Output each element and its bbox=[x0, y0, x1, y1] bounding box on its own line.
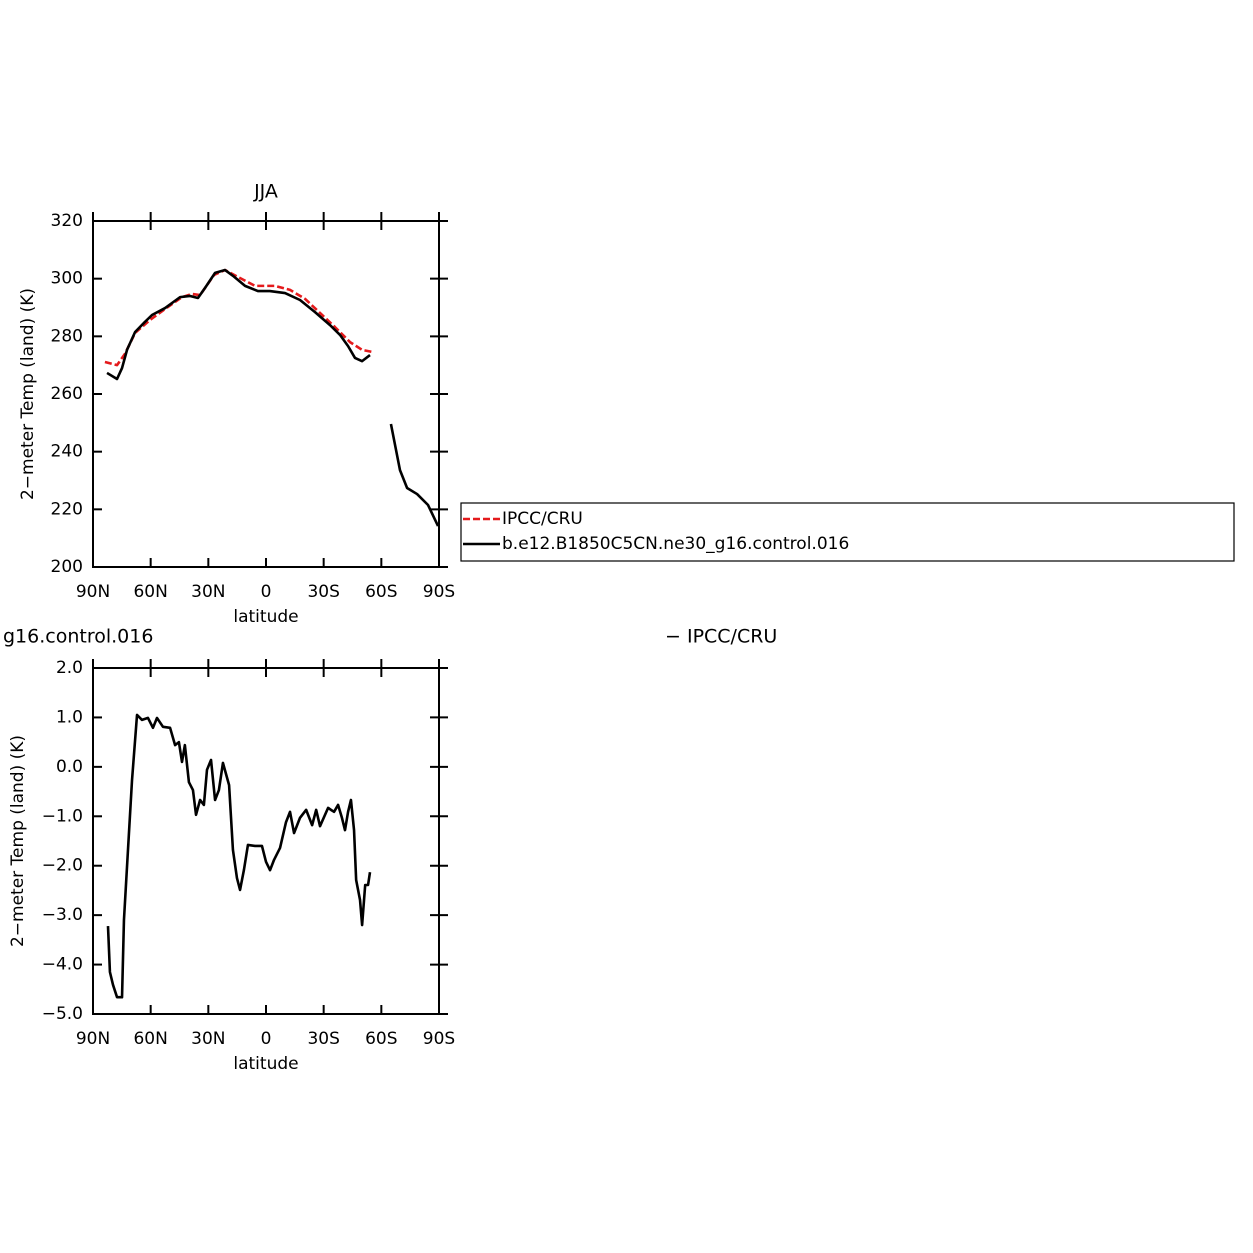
y-tick-label: −5.0 bbox=[42, 1004, 83, 1024]
x-tick-label: 60N bbox=[133, 582, 167, 602]
x-axis-label: latitude bbox=[233, 607, 298, 627]
y-tick-label: 0.0 bbox=[56, 757, 83, 777]
chart-title: − IPCC/CRU bbox=[665, 626, 777, 648]
x-tick-label: 60S bbox=[365, 1029, 397, 1049]
y-tick-label: −4.0 bbox=[42, 955, 83, 975]
y-tick-label: −1.0 bbox=[42, 806, 83, 826]
legend-label: IPCC/CRU bbox=[502, 509, 583, 529]
legend-box bbox=[460, 502, 1235, 562]
y-tick-label: −3.0 bbox=[42, 905, 83, 925]
x-tick-label: 90S bbox=[423, 1029, 455, 1049]
x-tick-label: 0 bbox=[261, 1029, 272, 1049]
y-tick-label: 220 bbox=[51, 499, 83, 519]
x-tick-label: 90N bbox=[76, 582, 110, 602]
y-tick-label: 1.0 bbox=[56, 707, 83, 727]
y-axis-label: 2−meter Temp (land) (K) bbox=[18, 288, 38, 500]
x-tick-label: 90S bbox=[423, 582, 455, 602]
y-tick-label: 200 bbox=[51, 557, 83, 577]
x-tick-label: 30S bbox=[307, 1029, 339, 1049]
y-tick-label: 280 bbox=[51, 326, 83, 346]
x-tick-label: 30N bbox=[191, 582, 225, 602]
x-tick-label: 60N bbox=[133, 1029, 167, 1049]
data-line bbox=[104, 268, 373, 367]
y-tick-label: 260 bbox=[51, 384, 83, 404]
x-tick-label: 0 bbox=[261, 582, 272, 602]
y-tick-label: −2.0 bbox=[42, 856, 83, 876]
chart-title: JJA bbox=[253, 181, 278, 203]
y-tick-label: 2.0 bbox=[56, 658, 83, 678]
y-axis-label: 2−meter Temp (land) (K) bbox=[8, 735, 28, 947]
x-tick-label: 30N bbox=[191, 1029, 225, 1049]
plot-frame bbox=[92, 220, 440, 568]
legend-label: b.e12.B1850C5CN.ne30_g16.control.016 bbox=[502, 534, 849, 554]
x-tick-label: 90N bbox=[76, 1029, 110, 1049]
x-tick-label: 30S bbox=[307, 582, 339, 602]
data-line bbox=[106, 268, 440, 527]
y-tick-label: 240 bbox=[51, 442, 83, 462]
y-tick-label: 300 bbox=[51, 269, 83, 289]
chart-title: g16.control.016 bbox=[3, 626, 153, 648]
x-axis-label: latitude bbox=[233, 1054, 298, 1074]
y-tick-label: 320 bbox=[51, 211, 83, 231]
data-line bbox=[106, 713, 372, 999]
x-tick-label: 60S bbox=[365, 582, 397, 602]
